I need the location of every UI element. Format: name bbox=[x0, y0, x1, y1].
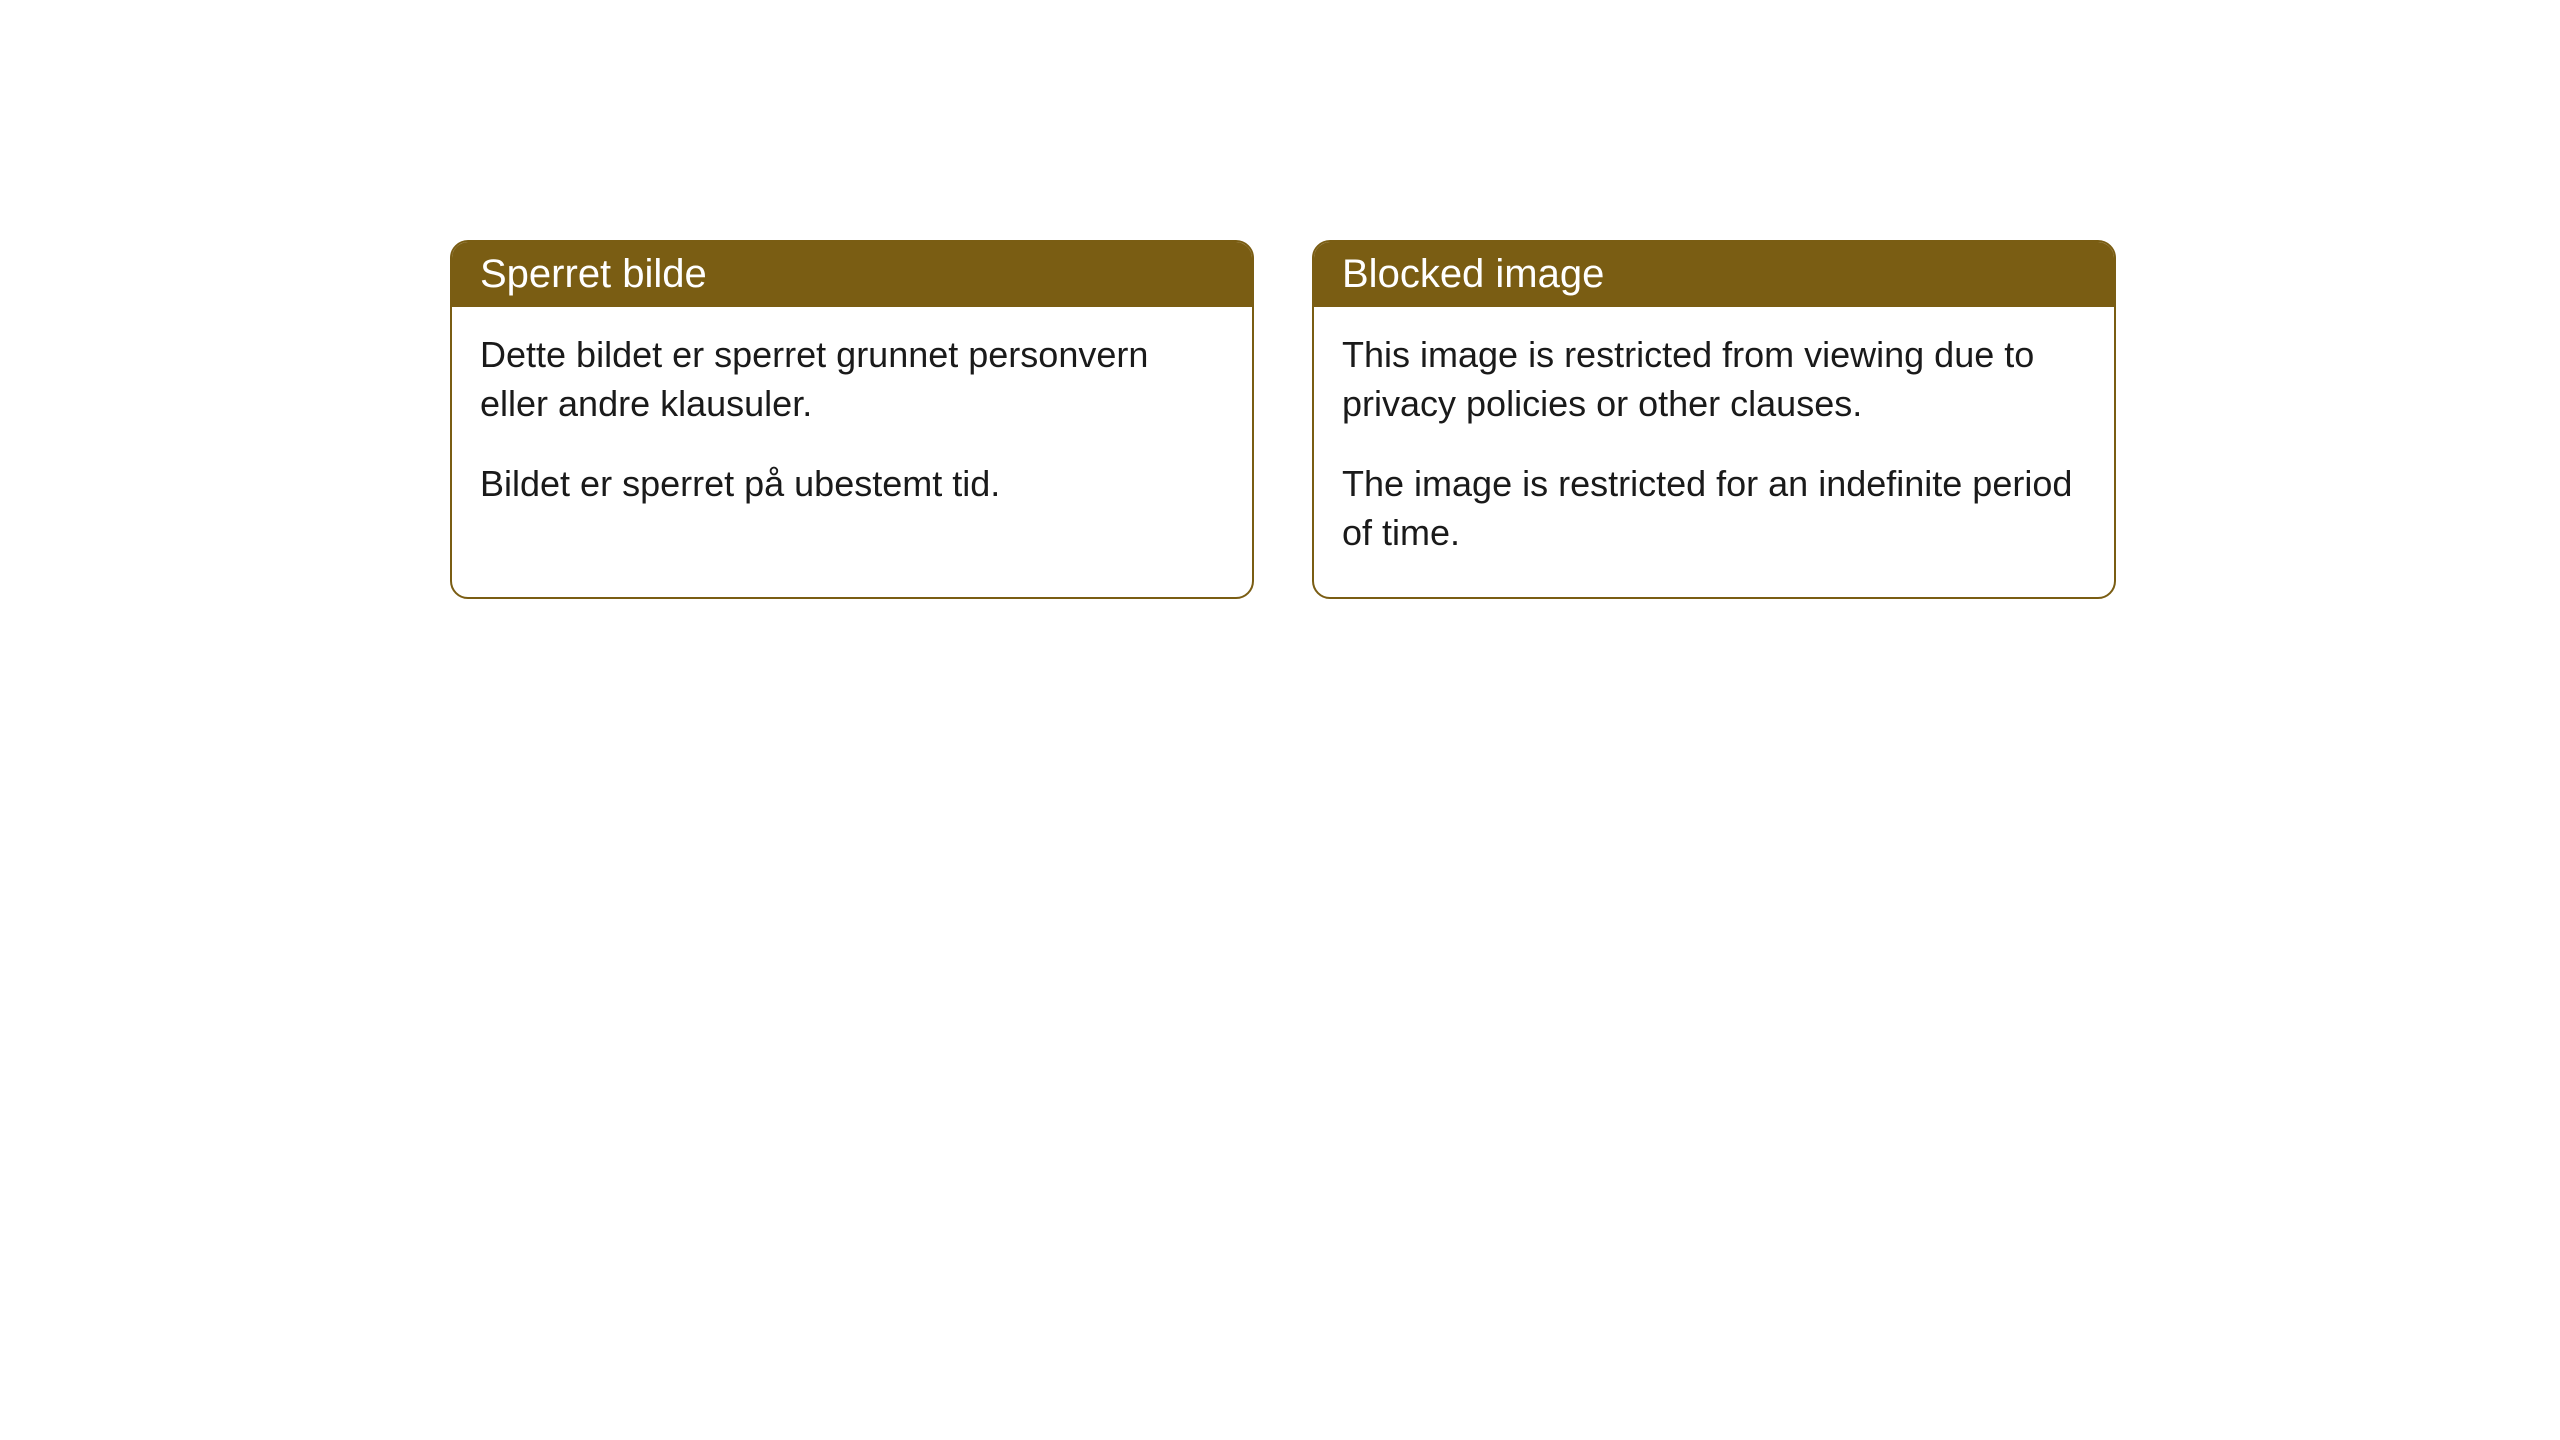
notice-paragraph: The image is restricted for an indefinit… bbox=[1342, 460, 2086, 557]
notice-title: Sperret bilde bbox=[480, 252, 707, 296]
notice-header-norwegian: Sperret bilde bbox=[452, 242, 1252, 307]
notice-paragraph: Bildet er sperret på ubestemt tid. bbox=[480, 460, 1224, 509]
notice-body-norwegian: Dette bildet er sperret grunnet personve… bbox=[452, 307, 1252, 549]
notice-card-norwegian: Sperret bilde Dette bildet er sperret gr… bbox=[450, 240, 1254, 599]
notice-title: Blocked image bbox=[1342, 252, 1604, 296]
notice-header-english: Blocked image bbox=[1314, 242, 2114, 307]
notice-paragraph: Dette bildet er sperret grunnet personve… bbox=[480, 331, 1224, 428]
notice-cards-container: Sperret bilde Dette bildet er sperret gr… bbox=[450, 240, 2116, 599]
notice-paragraph: This image is restricted from viewing du… bbox=[1342, 331, 2086, 428]
notice-card-english: Blocked image This image is restricted f… bbox=[1312, 240, 2116, 599]
notice-body-english: This image is restricted from viewing du… bbox=[1314, 307, 2114, 597]
